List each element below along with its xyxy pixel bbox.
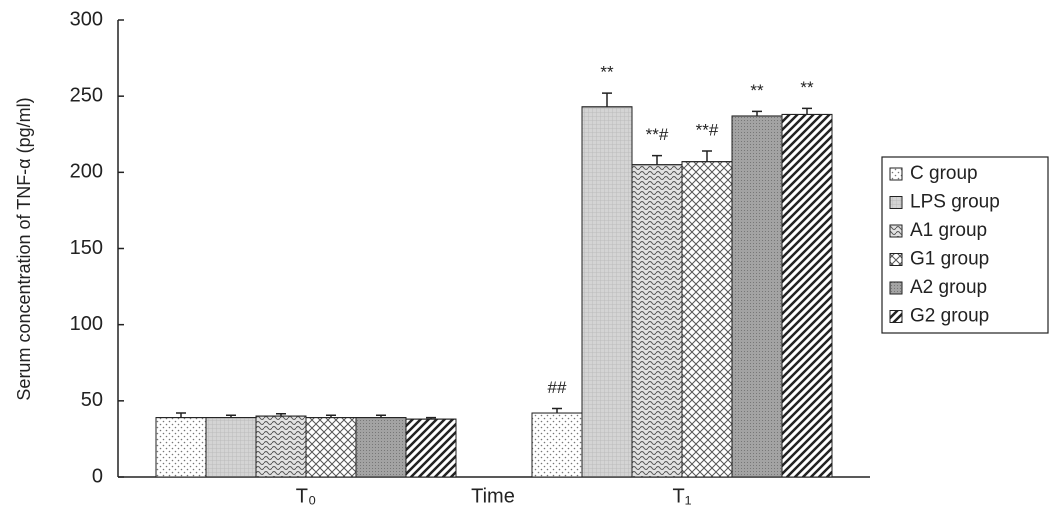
bar-pattern [255,415,307,478]
legend-label: C group [910,163,978,184]
y-tick-label: 300 [70,8,103,30]
y-tick-label: 150 [70,237,103,259]
annotation: **# [646,125,669,144]
error-bar [276,413,286,417]
y-tick-label: 250 [70,84,103,106]
annotation: ** [750,81,764,100]
y-tick-label: 200 [70,161,103,183]
bar-pattern [731,115,783,478]
error-bar [326,414,336,418]
legend-label: A2 group [910,277,987,298]
bar-pattern [155,417,207,478]
error-bar [226,414,236,418]
bar-pattern [581,106,633,478]
legend-swatch-pattern [889,196,903,209]
error-bar [752,110,762,116]
bar-pattern [405,418,457,478]
legend-label: LPS group [910,192,1000,213]
x-tick-label: T₁ [673,485,692,507]
bar-pattern [305,417,357,478]
error-bar [376,414,386,418]
bar-pattern [681,161,733,478]
legend-swatch-pattern [889,281,903,295]
legend-swatch-pattern [889,253,903,266]
y-axis-label: Serum concentration of TNF-α (pg/ml) [14,97,34,400]
legend-label: G2 group [910,306,989,327]
error-bar [652,154,662,165]
y-tick-label: 50 [81,389,103,411]
error-bar [702,150,712,162]
bar-pattern [631,164,683,478]
legend-swatch-pattern [889,224,903,238]
legend-swatch-pattern [889,310,903,323]
x-tick-label: T₀ [296,485,317,507]
bar-pattern [205,417,257,478]
x-axis-label: Time [471,485,515,507]
annotation: ** [800,78,814,97]
legend-label: G1 group [910,249,989,270]
annotation: ** [600,63,614,82]
bar-pattern [531,412,583,478]
bar-pattern [781,113,833,478]
error-bar [552,407,562,414]
legend-box [881,156,1049,334]
error-bar [602,92,612,107]
legend-label: A1 group [910,220,987,241]
y-tick-label: 100 [70,313,103,335]
error-bar [176,412,186,418]
annotation: ## [548,378,567,397]
y-tick-label: 0 [92,465,103,487]
legend-swatch-pattern [889,167,903,181]
error-bar [802,107,812,115]
bar-pattern [355,417,407,478]
annotation: **# [696,120,719,139]
error-bar [426,416,436,420]
